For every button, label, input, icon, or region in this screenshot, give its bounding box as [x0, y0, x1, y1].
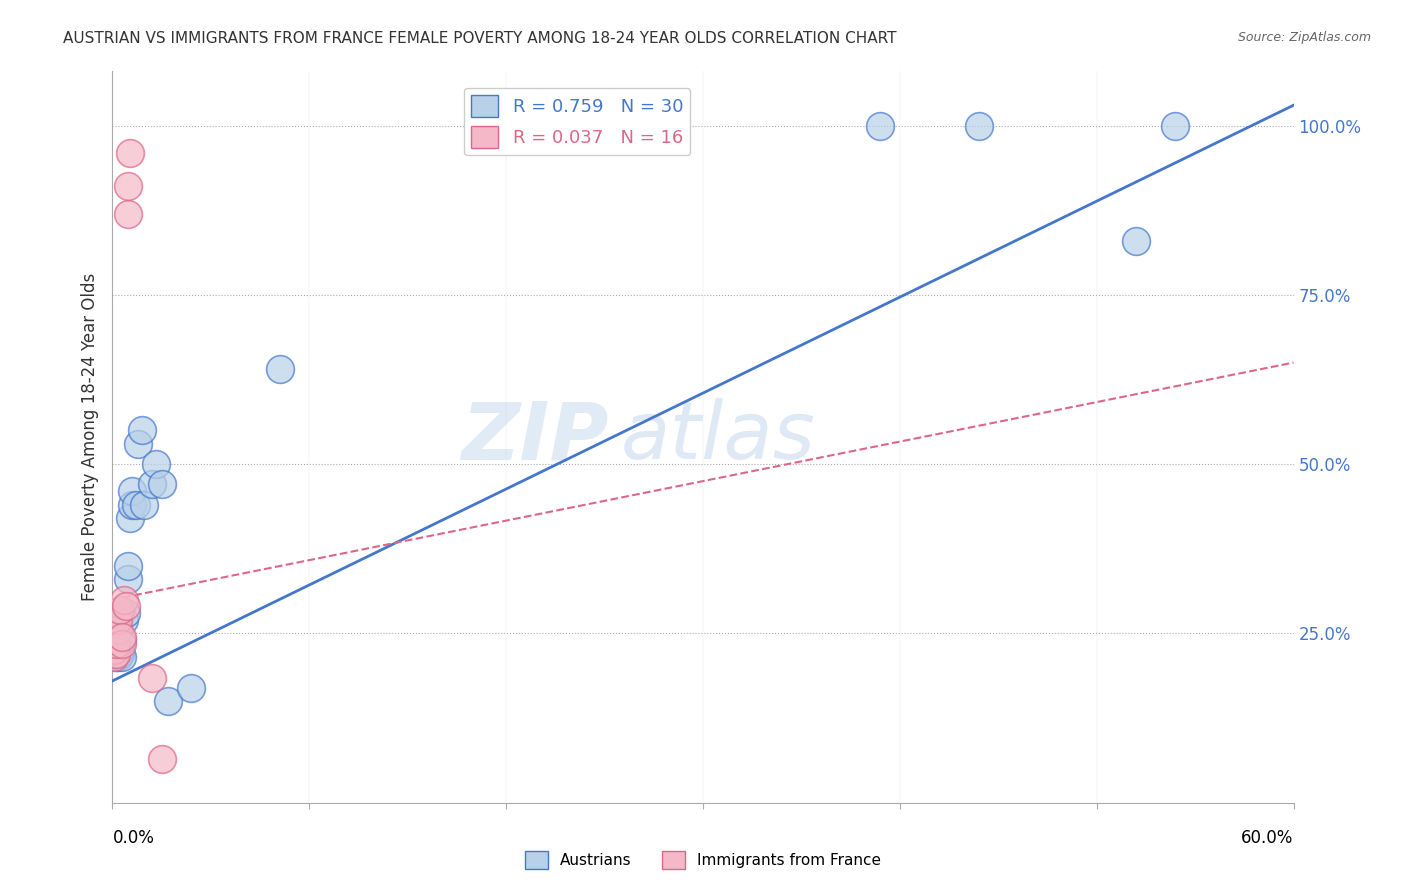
Point: [105, 647, 128, 661]
Point: [111, 630, 134, 644]
Legend: Austrians, Immigrants from France: Austrians, Immigrants from France: [519, 845, 887, 875]
Point: [125, 498, 148, 512]
Point: [105, 650, 128, 665]
Point: [156, 694, 179, 708]
Point: [115, 606, 138, 620]
Point: [112, 613, 135, 627]
Point: [107, 613, 129, 627]
Point: [117, 206, 139, 220]
Text: ZIP: ZIP: [461, 398, 609, 476]
Point: [107, 647, 129, 661]
Point: [112, 592, 135, 607]
Point: [105, 643, 128, 657]
Point: [1125, 234, 1147, 248]
Point: [117, 558, 139, 573]
Point: [869, 119, 891, 133]
Y-axis label: Female Poverty Among 18-24 Year Olds: Female Poverty Among 18-24 Year Olds: [80, 273, 98, 601]
Point: [150, 752, 173, 766]
Point: [127, 437, 149, 451]
Text: 0.0%: 0.0%: [112, 829, 155, 847]
Point: [115, 599, 138, 614]
Point: [132, 498, 155, 512]
Point: [105, 637, 128, 651]
Point: [967, 119, 990, 133]
Point: [145, 457, 167, 471]
Point: [110, 603, 132, 617]
Point: [107, 650, 129, 665]
Point: [103, 647, 125, 661]
Point: [111, 633, 134, 648]
Point: [111, 637, 134, 651]
Point: [150, 477, 173, 491]
Point: [131, 423, 153, 437]
Point: [141, 671, 163, 685]
Point: [121, 484, 143, 499]
Point: [103, 643, 125, 657]
Point: [120, 511, 142, 525]
Point: [269, 362, 291, 376]
Point: [120, 145, 142, 160]
Point: [110, 647, 132, 661]
Point: [121, 498, 143, 512]
Point: [117, 179, 139, 194]
Text: 60.0%: 60.0%: [1241, 829, 1294, 847]
Point: [1164, 119, 1187, 133]
Text: atlas: atlas: [620, 398, 815, 476]
Point: [117, 572, 139, 586]
Point: [107, 623, 129, 637]
Point: [180, 681, 202, 695]
Point: [110, 643, 132, 657]
Point: [111, 650, 134, 665]
Point: [141, 477, 163, 491]
Text: Source: ZipAtlas.com: Source: ZipAtlas.com: [1237, 31, 1371, 45]
Legend: R = 0.759   N = 30, R = 0.037   N = 16: R = 0.759 N = 30, R = 0.037 N = 16: [464, 87, 690, 155]
Text: AUSTRIAN VS IMMIGRANTS FROM FRANCE FEMALE POVERTY AMONG 18-24 YEAR OLDS CORRELAT: AUSTRIAN VS IMMIGRANTS FROM FRANCE FEMAL…: [63, 31, 897, 46]
Point: [103, 650, 125, 665]
